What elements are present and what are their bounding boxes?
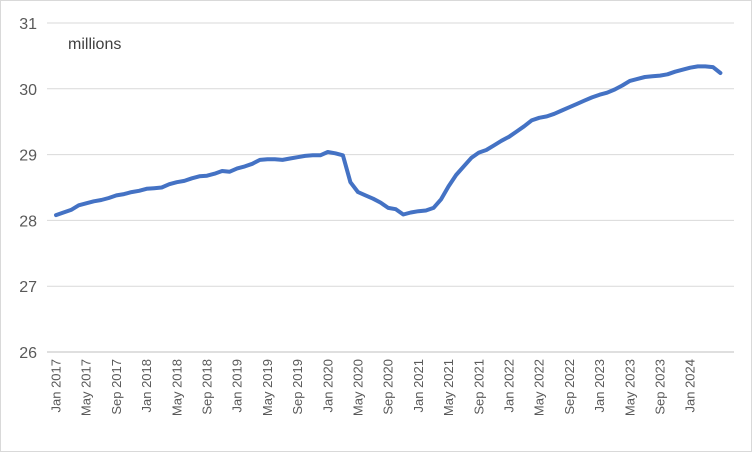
x-tick-label: May 2020 bbox=[351, 359, 366, 416]
x-tick-label: Sep 2019 bbox=[290, 359, 305, 415]
x-tick-label: May 2021 bbox=[441, 359, 456, 416]
x-tick-label: Jan 2023 bbox=[592, 359, 607, 413]
x-tick-label: May 2019 bbox=[260, 359, 275, 416]
y-tick-label: 26 bbox=[19, 345, 37, 362]
x-tick-label: May 2018 bbox=[169, 359, 184, 416]
x-tick-label: Sep 2021 bbox=[471, 359, 486, 415]
x-tick-label: Jan 2021 bbox=[411, 359, 426, 413]
x-axis-ticks: Jan 2017 May 2017 Sep 2017 Jan 2018 May 2018… bbox=[49, 359, 698, 416]
series-line bbox=[54, 64, 723, 218]
x-tick-label: Sep 2023 bbox=[653, 359, 668, 415]
y-axis-ticks: 26 27 28 29 30 31 bbox=[19, 16, 37, 362]
x-tick-label: Jan 2022 bbox=[502, 359, 517, 413]
y-tick-label: 29 bbox=[19, 148, 37, 165]
x-tick-label: Jan 2018 bbox=[139, 359, 154, 413]
gridlines bbox=[47, 22, 734, 353]
y-tick-label: 27 bbox=[19, 279, 37, 296]
unit-label: millions bbox=[68, 36, 121, 53]
x-tick-label: Jan 2017 bbox=[49, 359, 64, 413]
x-tick-label: Jan 2019 bbox=[230, 359, 245, 413]
x-tick-label: Sep 2017 bbox=[109, 359, 124, 415]
x-tick-label: Sep 2020 bbox=[381, 359, 396, 415]
y-tick-label: 31 bbox=[19, 16, 37, 33]
x-tick-label: Sep 2018 bbox=[200, 359, 215, 415]
x-tick-label: May 2023 bbox=[622, 359, 637, 416]
y-tick-label: 28 bbox=[19, 213, 37, 230]
y-tick-label: 30 bbox=[19, 82, 37, 99]
x-tick-label: Sep 2022 bbox=[562, 359, 577, 415]
x-tick-label: May 2022 bbox=[532, 359, 547, 416]
x-tick-label: Jan 2024 bbox=[683, 359, 698, 413]
x-tick-label: Jan 2020 bbox=[320, 359, 335, 413]
x-tick-label: May 2017 bbox=[79, 359, 94, 416]
